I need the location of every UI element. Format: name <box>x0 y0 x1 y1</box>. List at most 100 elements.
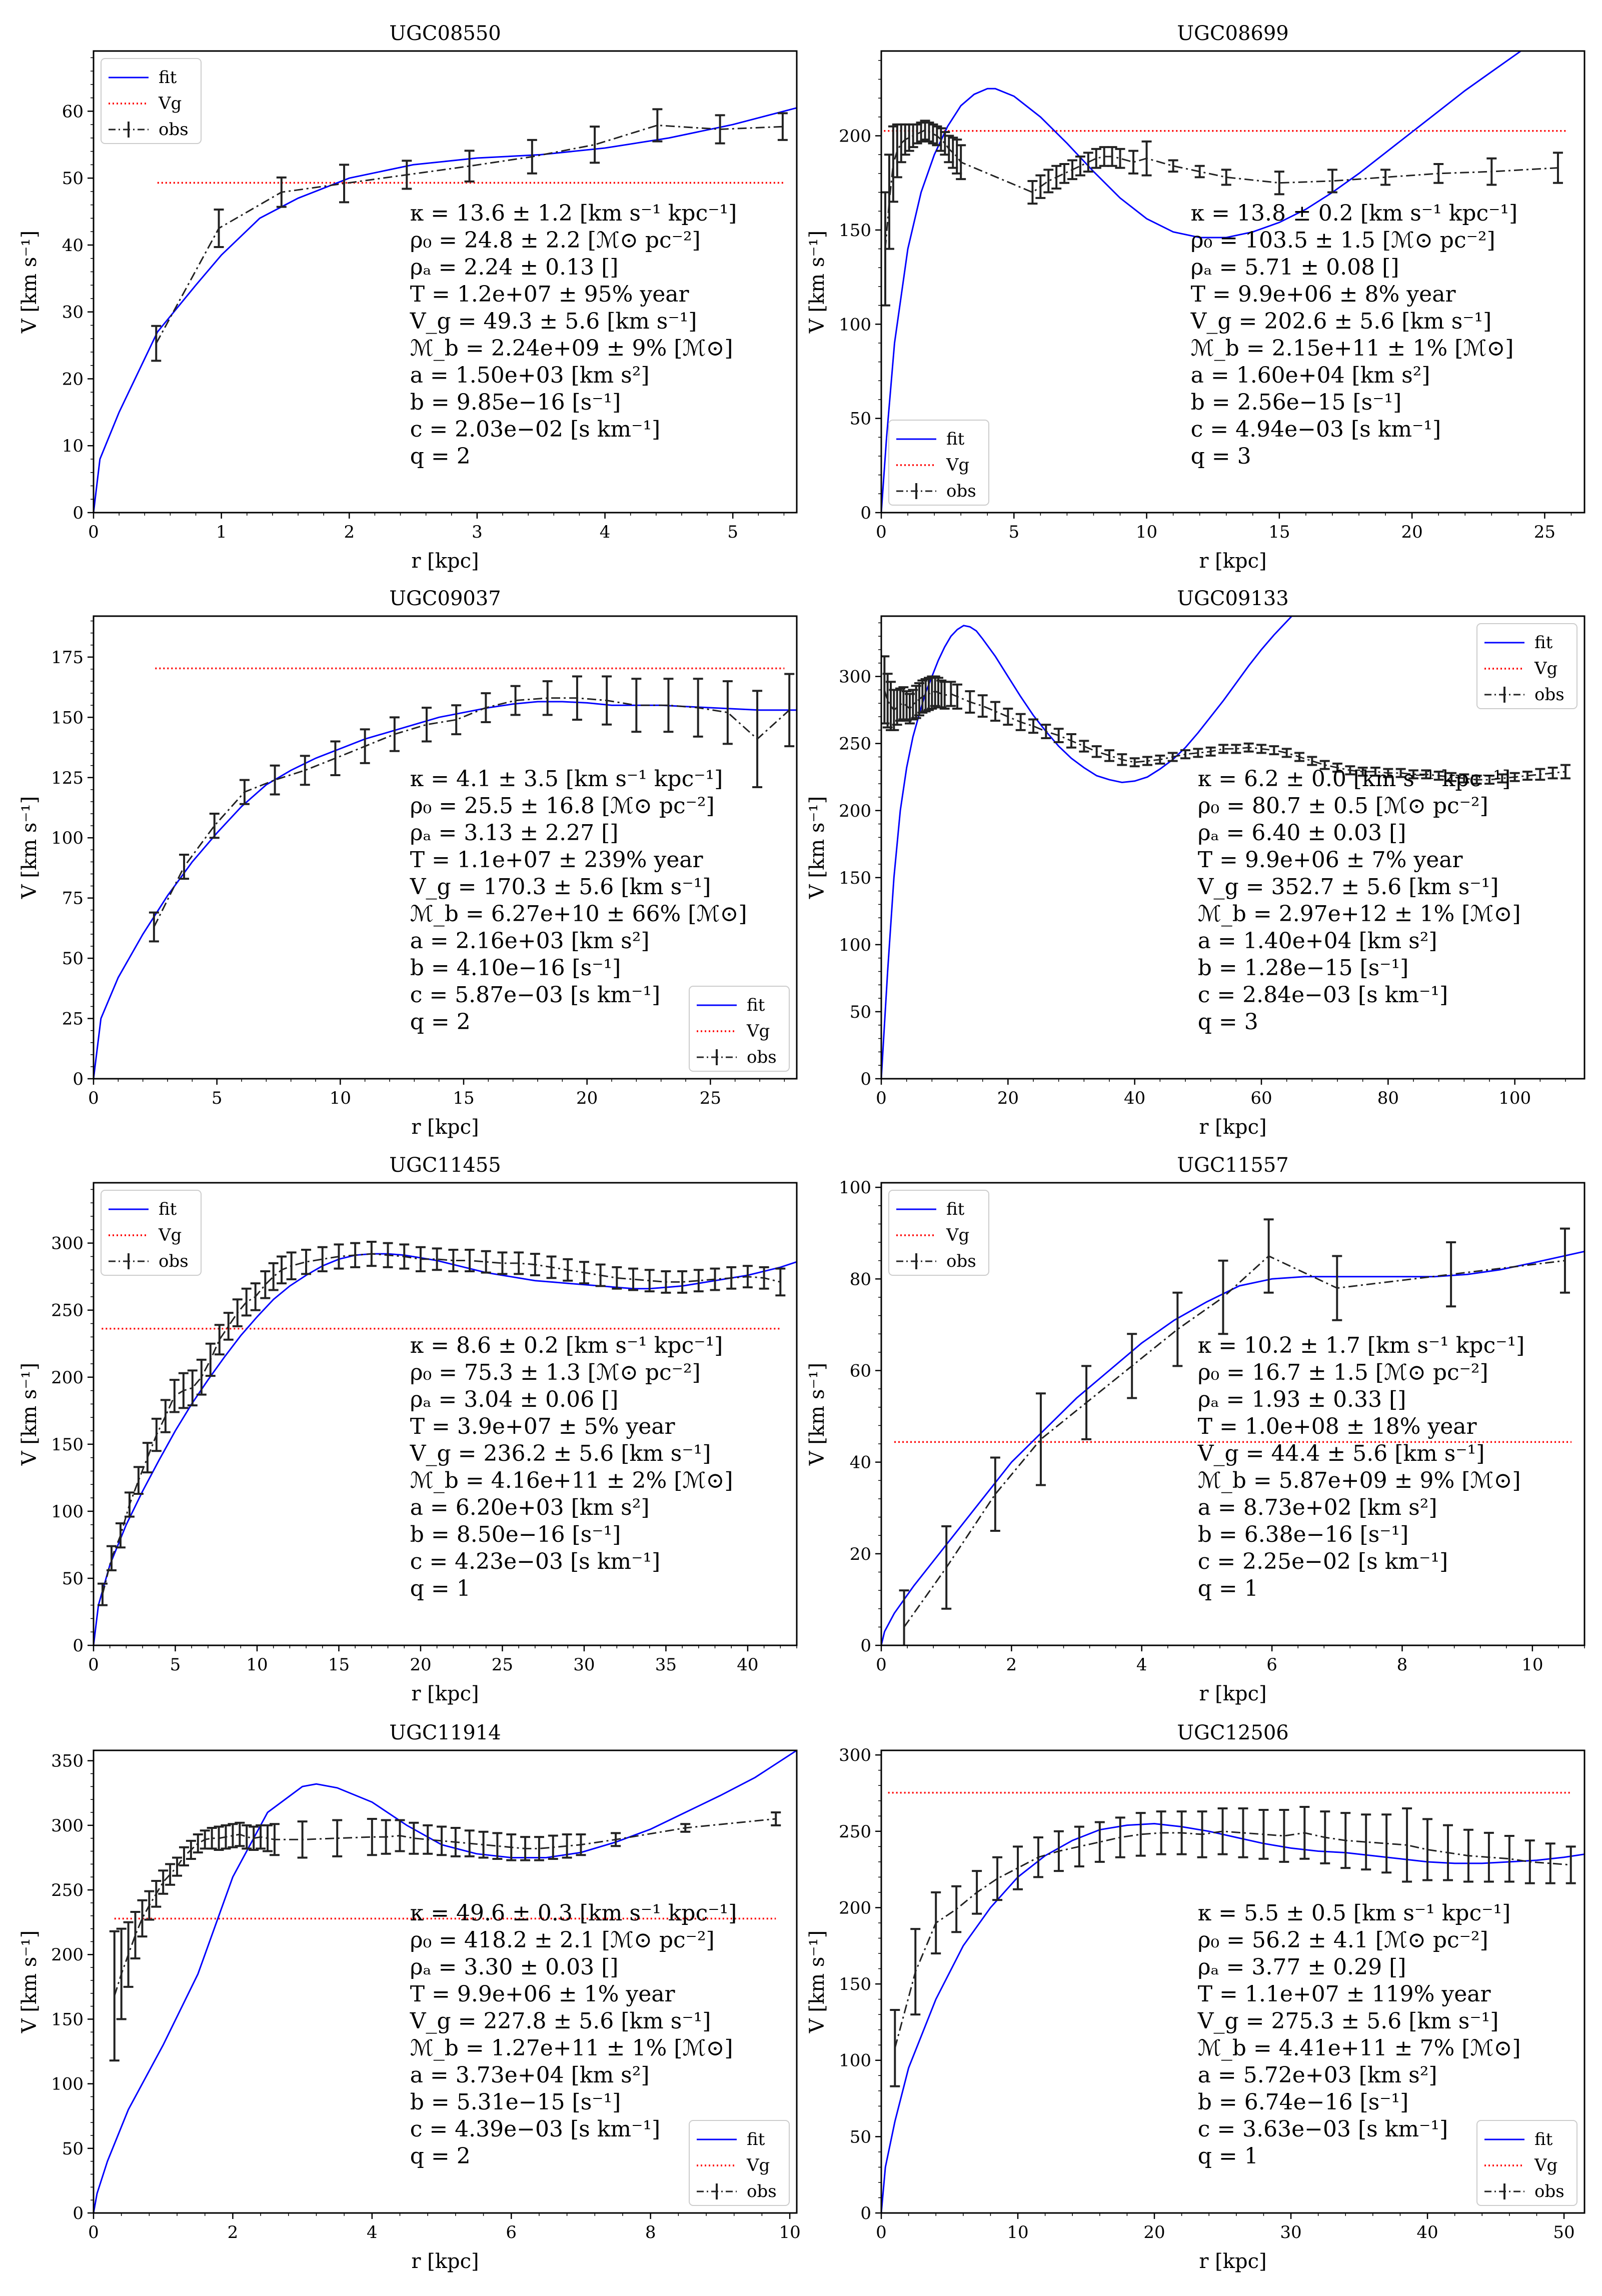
legend-obs-label: obs <box>159 1251 189 1271</box>
obs-errorbar <box>186 1839 196 1860</box>
fit-parameter-text: V_g = 202.6 ± 5.6 [km s⁻¹] <box>1190 309 1492 334</box>
obs-errorbar <box>572 675 582 721</box>
obs-errorbar <box>1079 740 1089 753</box>
legend-vg-label: Vg <box>946 1225 969 1245</box>
obs-errorbar <box>1231 744 1241 754</box>
legend-fit-label: fit <box>747 2129 765 2149</box>
fit-parameter-text: q = 3 <box>1191 444 1251 469</box>
obs-errorbar <box>1117 753 1127 766</box>
x-tick-label: 5 <box>1008 522 1019 542</box>
x-tick-label: 30 <box>573 1655 595 1675</box>
y-tick-label: 250 <box>51 1880 84 1900</box>
obs-errorbar <box>297 1820 308 1859</box>
fit-parameter-text: T = 3.9e+07 ± 5% year <box>410 1414 676 1439</box>
obs-errorbar <box>205 1342 216 1377</box>
x-axis-label: r [kpc] <box>1199 1682 1266 1705</box>
legend-obs-label: obs <box>159 120 189 140</box>
plot-frame <box>93 615 798 1080</box>
obs-errorbar <box>123 1921 134 1988</box>
obs-errorbar <box>1345 765 1355 776</box>
x-axis-label: r [kpc] <box>1199 550 1266 573</box>
fit-parameter-text: κ = 6.2 ± 0.0 [km s⁻¹ kpc⁻¹] <box>1198 766 1511 792</box>
x-tick-label: 5 <box>212 1088 223 1108</box>
fit-parameter-text: q = 1 <box>410 1576 471 1601</box>
obs-errorbar <box>1281 748 1292 758</box>
fit-parameter-text: b = 5.31e−15 [s⁻¹] <box>410 2089 621 2115</box>
obs-errorbar <box>1003 708 1013 726</box>
fit-parameter-text: c = 4.23e−03 [s km⁻¹] <box>410 1549 660 1574</box>
x-tick-label: 8 <box>645 2222 656 2242</box>
y-tick-label: 150 <box>51 2009 84 2029</box>
x-tick-label: 0 <box>876 2222 887 2242</box>
legend-box <box>1476 2120 1577 2206</box>
x-tick-label: 6 <box>1266 1655 1277 1675</box>
y-tick-label: 20 <box>62 369 84 389</box>
legend: fit Vg obs <box>101 58 202 144</box>
obs-errorbar <box>775 1267 786 1297</box>
obs-errorbar <box>332 1819 343 1857</box>
x-tick-label: 40 <box>737 1655 758 1675</box>
x-tick-label: 25 <box>1534 522 1555 542</box>
legend-fit-label: fit <box>1534 2129 1553 2149</box>
obs-errorbar <box>339 164 350 204</box>
obs-errorbar <box>542 680 553 716</box>
legend: fit Vg obs <box>888 1190 989 1276</box>
x-tick-label: 60 <box>1250 1088 1272 1108</box>
obs-errorbar <box>1141 140 1152 177</box>
obs-errorbar <box>595 1263 606 1287</box>
fit-parameter-text: b = 9.85e−16 [s⁻¹] <box>410 390 621 415</box>
plot-frame <box>93 1749 798 2214</box>
obs-errorbar <box>534 1836 544 1861</box>
y-tick-label: 50 <box>62 1569 84 1589</box>
obs-errorbar <box>1083 152 1093 173</box>
plot-frame <box>880 1182 1585 1646</box>
x-tick-label: 2 <box>228 2222 239 2242</box>
obs-errorbar <box>179 853 190 880</box>
obs-errorbar <box>178 1372 189 1409</box>
x-tick-label: 20 <box>997 1088 1019 1108</box>
obs-errorbar <box>965 690 975 714</box>
obs-errorbar <box>1408 769 1418 780</box>
fit-parameter-text: q = 1 <box>1198 1576 1258 1601</box>
legend: fit Vg obs <box>1476 623 1577 709</box>
obs-errorbar <box>661 1270 671 1294</box>
y-tick-label: 25 <box>62 1009 84 1029</box>
obs-errorbar <box>1067 159 1078 181</box>
obs-errorbar <box>133 1466 144 1495</box>
fit-parameter-text: V_g = 44.4 ± 5.6 [km s⁻¹] <box>1197 1441 1485 1466</box>
obs-errorbar <box>527 139 537 175</box>
y-axis-label: V [km s⁻¹] <box>806 1363 829 1466</box>
obs-errorbar <box>464 1829 475 1857</box>
obs-errorbar <box>481 692 491 723</box>
obs-errorbar <box>1380 169 1391 186</box>
fit-parameter-text: q = 2 <box>410 2143 471 2169</box>
obs-errorbar <box>367 1817 377 1856</box>
fit-parameter-text: T = 9.9e+06 ± 8% year <box>1191 282 1456 307</box>
obs-errorbar <box>250 1282 261 1311</box>
y-tick-label: 150 <box>839 868 871 888</box>
x-tick-label: 2 <box>344 522 355 542</box>
y-tick-label: 60 <box>62 102 84 122</box>
obs-errorbar <box>710 1267 720 1291</box>
obs-errorbar <box>931 1891 941 1955</box>
plot-area <box>94 1240 797 1645</box>
obs-errorbar <box>1115 148 1125 169</box>
obs-errorbar <box>1155 754 1165 765</box>
y-tick-label: 80 <box>850 1269 871 1289</box>
subplot-ugc08699: UGC08699 0 5 10 15 20 25 0 50 100 150 200 r [kpc] V [… <box>806 22 1585 573</box>
plot-area <box>94 107 797 513</box>
fit-parameter-text: a = 2.16e+03 [km s²] <box>410 928 650 954</box>
fit-parameter-text: T = 1.0e+08 ± 18% year <box>1198 1414 1477 1439</box>
plot-area <box>94 667 797 1079</box>
obs-errorbar <box>317 1246 328 1272</box>
obs-errorbar <box>241 1287 252 1317</box>
y-tick-label: 250 <box>839 734 871 754</box>
x-tick-label: 25 <box>492 1655 513 1675</box>
x-tick-label: 2 <box>1006 1655 1017 1675</box>
obs-errorbar <box>1218 744 1228 754</box>
obs-errorbar <box>1256 744 1266 754</box>
x-axis-label: r [kpc] <box>411 1682 479 1705</box>
chart-title: UGC08699 <box>1177 22 1289 45</box>
